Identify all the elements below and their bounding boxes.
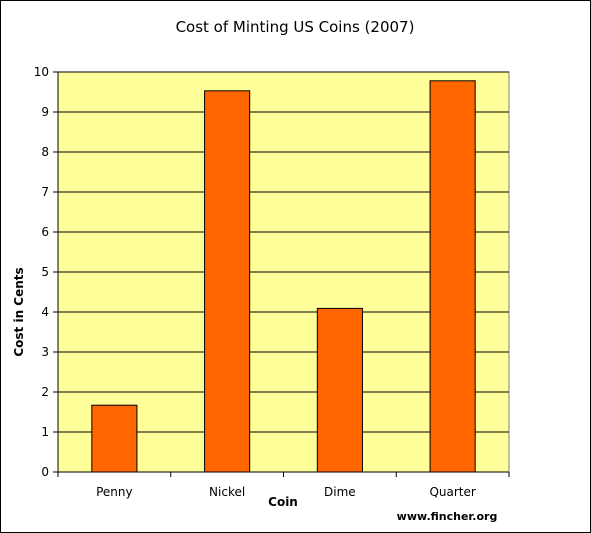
x-tick-label: Penny — [96, 485, 133, 499]
y-tick-label: 4 — [41, 305, 49, 319]
y-tick-label: 9 — [41, 105, 49, 119]
axes: 0 1 2 3 4 5 6 7 8 9 10 Penny Nickel Dime Quarter — [34, 65, 510, 499]
y-tick-label: 1 — [41, 425, 49, 439]
y-tick-label: 2 — [41, 385, 49, 399]
bar-nickel — [204, 90, 251, 473]
x-tick-label: Dime — [324, 485, 356, 499]
y-tick-label: 6 — [41, 225, 49, 239]
chart-title: Cost of Minting US Coins (2007) — [176, 18, 415, 36]
x-axis-title: Coin — [268, 495, 298, 509]
x-tick-label: Nickel — [209, 485, 245, 499]
y-tick-label: 10 — [34, 65, 49, 79]
bar-penny — [91, 404, 138, 473]
x-tick-label: Quarter — [429, 485, 475, 499]
source-credit: www.fincher.org — [397, 510, 498, 523]
y-tick-label: 0 — [41, 465, 49, 479]
y-tick-label: 8 — [41, 145, 49, 159]
bar-quarter — [429, 80, 476, 473]
y-tick-label: 7 — [41, 185, 49, 199]
y-axis-title: Cost in Cents — [12, 267, 26, 356]
bar-dime — [316, 307, 363, 473]
y-tick-label: 5 — [41, 265, 49, 279]
y-tick-label: 3 — [41, 345, 49, 359]
